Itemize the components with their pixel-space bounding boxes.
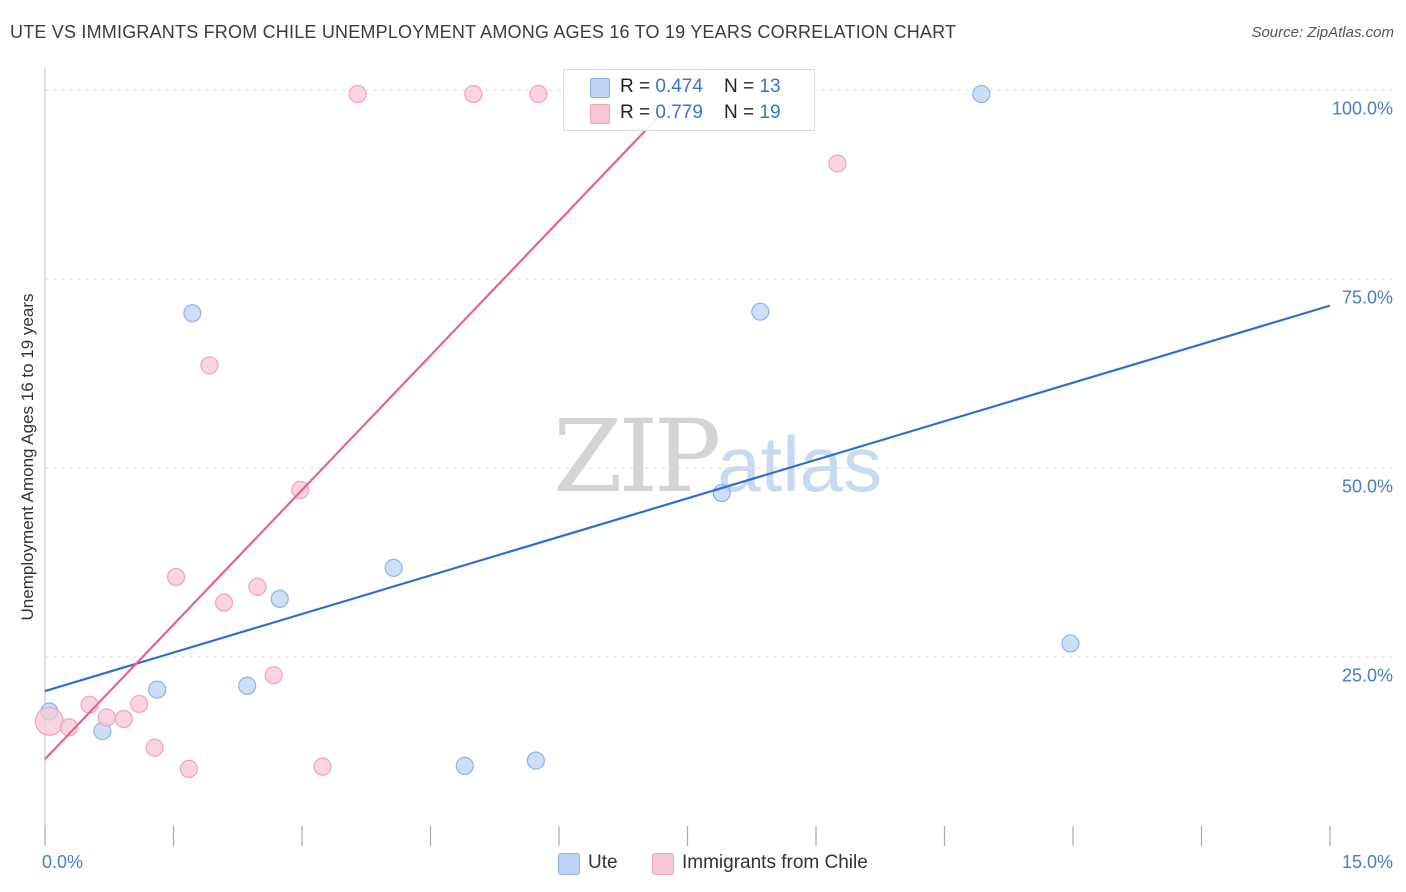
chile-point [179,759,199,779]
chile-point [114,709,133,729]
legend-ute-label: Ute [588,852,618,873]
points-layer [34,84,1080,779]
ute-point [183,304,202,323]
ute-point [526,751,545,770]
axes-layer [44,68,1331,846]
ute-n-label: N = [724,76,760,97]
chile-point [828,154,847,173]
ute-point [238,676,257,695]
ute-point [148,680,167,699]
chart-source: Source: ZipAtlas.com [1251,24,1394,41]
ute-point [751,302,770,321]
chile-point [264,666,283,685]
grid-layer [45,89,1392,658]
chile-point [529,84,548,104]
legend-ute-swatch [558,853,580,875]
legend-chile-swatch [652,853,674,875]
chile-point [166,567,186,587]
chile-trend-line [44,85,689,760]
chile-point [214,593,234,612]
chile-point [248,577,267,596]
ute-r-label: R = [620,76,656,97]
ute-swatch [590,78,610,98]
chile-point [59,718,79,737]
y-tick-label: 50.0% [1341,476,1393,497]
chile-point [291,480,310,500]
ute-point [270,589,289,608]
chile-swatch [590,104,610,124]
chart-title: UTE VS IMMIGRANTS FROM CHILE UNEMPLOYMEN… [10,22,957,42]
ute-point [1061,634,1080,653]
chile-point [130,694,149,714]
chile-point [348,84,367,104]
ute-r-value: 0.474 [655,76,703,97]
legend-row-ute-text: R = 0.474 N = 13 [620,76,781,98]
chile-r-value: 0.779 [655,102,703,123]
chile-point [464,84,483,104]
chile-point [200,356,219,375]
chile-point [145,738,164,757]
ute-n-value: 13 [759,76,781,97]
series-legend: Ute Immigrants from Chile [0,851,1406,877]
y-tick-label: 75.0% [1341,287,1393,308]
chile-n-label: N = [724,102,760,123]
chile-r-label: R = [620,102,656,123]
legend-row-chile-text: R = 0.779 N = 19 [620,102,781,124]
chile-n-value: 19 [759,102,781,123]
y-tick-label: 25.0% [1341,665,1393,686]
trend-layer [44,85,1331,760]
correlation-legend: R = 0.474 N = 13 R = 0.779 N = 19 [563,69,815,131]
ute-point [384,558,403,577]
ute-trend-line [44,304,1331,693]
y-axis-label: Unemployment Among Ages 16 to 19 years [18,293,37,621]
chile-point [97,708,116,727]
x-tick-label-min: 0.0% [42,852,84,872]
x-tick-label-max: 15.0% [1341,852,1393,872]
ute-point [972,84,991,104]
chile-point [313,757,332,776]
ute-point [455,756,474,775]
y-tick-label: 100.0% [1331,98,1393,119]
chile-point [34,706,64,736]
legend-chile-label: Immigrants from Chile [682,852,868,873]
